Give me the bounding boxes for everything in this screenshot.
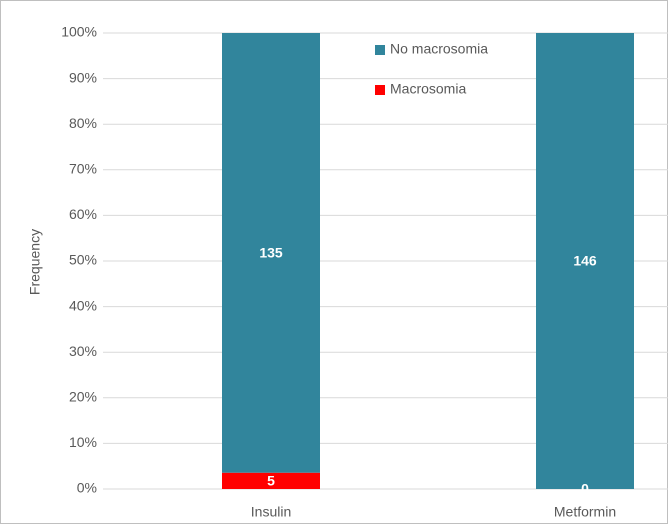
data-label: 0: [581, 481, 589, 497]
bar-segment: [222, 472, 320, 489]
legend-label: No macrosomia: [390, 41, 488, 57]
y-tick-label: 70%: [69, 161, 97, 177]
y-tick-label: 100%: [61, 24, 97, 40]
y-tick-label: 80%: [69, 115, 97, 131]
y-tick-label: 40%: [69, 297, 97, 313]
y-tick-label: 30%: [69, 343, 97, 359]
data-label: 146: [573, 253, 597, 269]
legend-swatch: [375, 45, 385, 55]
x-tick-label: Metformin: [554, 504, 616, 520]
data-label: 5: [267, 473, 275, 489]
y-tick-label: 0%: [77, 480, 97, 496]
y-tick-label: 60%: [69, 206, 97, 222]
y-tick-label: 20%: [69, 389, 97, 405]
y-tick-label: 10%: [69, 434, 97, 450]
data-label: 135: [259, 245, 283, 261]
bar-segment: [536, 33, 634, 489]
x-tick-label: Insulin: [251, 504, 291, 520]
y-axis-label: Frequency: [27, 229, 43, 295]
y-tick-label: 90%: [69, 69, 97, 85]
y-tick-label: 50%: [69, 252, 97, 268]
bar-segment: [222, 33, 320, 473]
legend-label: Macrosomia: [390, 81, 466, 97]
legend-swatch: [375, 85, 385, 95]
